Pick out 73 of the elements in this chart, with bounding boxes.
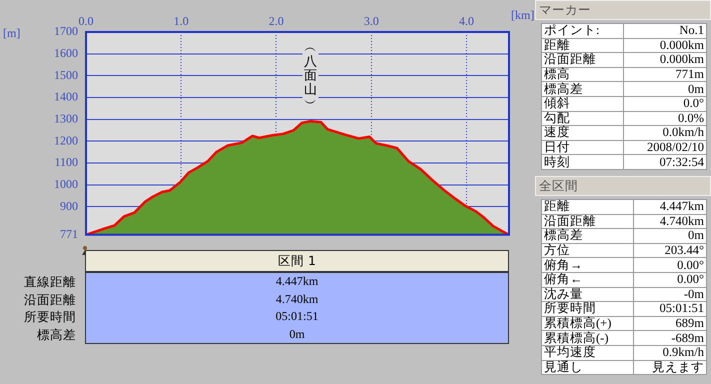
- annotation: ︵八面山︶: [304, 40, 317, 112]
- text: 0.9km/h: [634, 345, 706, 360]
- text: 771m: [623, 67, 706, 82]
- text: 区間 1: [85, 250, 509, 272]
- text: 0.000km: [623, 38, 706, 53]
- text: 所要時間: [23, 308, 76, 326]
- text: 日付: [542, 140, 623, 155]
- text: ポイント:: [542, 23, 623, 38]
- text: 標高差: [542, 228, 634, 244]
- text: 0m: [623, 82, 706, 96]
- text: 4.447km: [274, 273, 320, 290]
- text: 見通し: [542, 360, 634, 375]
- text: 0.00°: [634, 272, 706, 288]
- text: -689m: [634, 330, 706, 346]
- text: 傾斜: [542, 96, 623, 112]
- y-tick-label: 1400: [54, 90, 78, 104]
- text: 全区間: [535, 176, 711, 196]
- x-tick-label: 4.0: [458, 14, 474, 28]
- text: 方位: [542, 243, 634, 258]
- text: 4.740km: [274, 290, 320, 308]
- y-tick-label: 1200: [54, 133, 78, 148]
- text: 沿面距離: [23, 290, 76, 308]
- y-axis-title: [m]: [3, 26, 20, 40]
- text: 0.0%: [623, 110, 706, 126]
- text: 標高差: [542, 82, 623, 96]
- text: 距離: [542, 38, 623, 53]
- y-tick-label: 1700: [54, 24, 78, 38]
- y-tick-label: 900: [60, 198, 78, 213]
- text: 標高差: [36, 326, 76, 343]
- text: 4.740km: [634, 214, 706, 229]
- x-tick-label: 1.0: [174, 14, 189, 28]
- text: 見えます: [634, 360, 706, 375]
- x-tick-label: 0.0: [78, 14, 94, 28]
- y-tick-label: 1500: [54, 68, 78, 82]
- text: 累積標高(+): [542, 316, 634, 331]
- text: -0m: [634, 286, 706, 302]
- text: 距離: [542, 199, 634, 214]
- text: 所要時間: [542, 301, 634, 316]
- text: 0.00°: [634, 258, 706, 272]
- y-tick-label: 1600: [54, 46, 78, 60]
- text: 沿面距離: [542, 52, 623, 68]
- text: 0m: [288, 326, 306, 342]
- text: 沈み量: [542, 286, 634, 302]
- text: マーカー: [535, 0, 711, 20]
- text: 689m: [634, 316, 706, 331]
- text: 203.44°: [634, 243, 706, 258]
- text: 2008/02/10: [623, 140, 706, 155]
- y-tick-label: 1300: [54, 111, 78, 126]
- text: 05:01:51: [634, 301, 706, 316]
- text: 0.0°: [623, 96, 706, 112]
- text: 0.0km/h: [623, 125, 706, 140]
- text: 沿面距離: [542, 214, 634, 229]
- text: 俯角←: [542, 272, 634, 288]
- text: 05:01:51: [274, 308, 320, 325]
- text: 平均速度: [542, 345, 634, 360]
- text: 時刻: [542, 154, 623, 170]
- text: No.1: [623, 23, 706, 38]
- text: 勾配: [542, 110, 623, 126]
- text: 4.447km: [634, 199, 706, 214]
- x-axis-title: [km]: [511, 8, 534, 22]
- text: 07:32:54: [623, 154, 706, 170]
- text: 0.000km: [623, 52, 706, 68]
- x-tick-label: 2.0: [268, 14, 284, 28]
- y-tick-label: 1100: [54, 155, 78, 170]
- text: 速度: [542, 125, 623, 140]
- x-tick-label: 3.0: [364, 14, 379, 28]
- text: 累積標高(-): [542, 330, 634, 346]
- text: 標高: [542, 67, 623, 82]
- text: 俯角→: [542, 258, 634, 272]
- y-tick-label: 1000: [54, 176, 78, 191]
- text: 0m: [634, 228, 706, 244]
- text: 直線距離: [23, 273, 76, 290]
- y-tick-label: 771: [60, 226, 78, 241]
